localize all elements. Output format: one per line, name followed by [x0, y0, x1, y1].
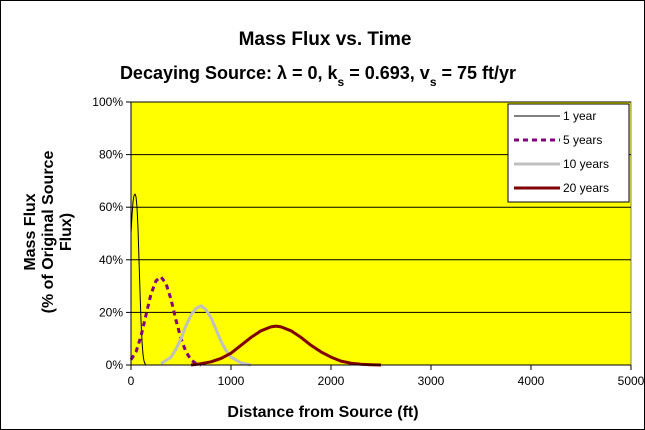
y-tick-label: 60% — [99, 200, 123, 214]
x-tick-label: 4000 — [518, 374, 545, 388]
legend-box — [507, 103, 630, 203]
y-axis-label: Mass Flux (% of Original Source Flux) — [22, 151, 75, 314]
x-tick-label: 5000 — [618, 374, 645, 388]
subtitle-ks-val: = 0.693, v — [344, 63, 430, 83]
legend: 1 year 5 years 10 years 20 years — [507, 103, 630, 203]
chart-subtitle: Decaying Source: λ = 0, ks = 0.693, vs =… — [120, 63, 516, 89]
x-tick-label: 1000 — [218, 374, 245, 388]
y-tick-label: 40% — [99, 253, 123, 267]
x-tick-label: 0 — [128, 374, 135, 388]
legend-label: 20 years — [563, 181, 609, 195]
y-axis-label-line1: Mass Flux — [22, 193, 39, 270]
y-axis-label-line3: Flux) — [58, 213, 75, 251]
subtitle-main: Decaying Source: λ = 0, k — [120, 63, 339, 83]
series-line-1-year — [130, 193, 147, 366]
series-line-5-years — [129, 275, 202, 367]
subtitle-vs-val: = 75 ft/yr — [437, 63, 517, 83]
axis-ticks: 0% 20% 40% 60% 80% 100% 0 1000 2000 3000 4000 5000 — [92, 95, 644, 388]
x-tick-label: 3000 — [418, 374, 445, 388]
legend-label: 10 years — [563, 157, 609, 171]
chart-title: Mass Flux vs. Time — [239, 29, 412, 50]
y-tick-label: 100% — [92, 95, 123, 109]
y-tick-label: 0% — [106, 358, 124, 372]
y-tick-label: 20% — [99, 305, 123, 319]
legend-label: 1 year — [563, 109, 596, 123]
subtitle-vs-sub: s — [430, 75, 437, 89]
x-axis-label: Distance from Source (ft) — [227, 404, 418, 421]
y-tick-label: 80% — [99, 148, 123, 162]
series-line-20-years — [190, 324, 382, 367]
x-tick-label: 2000 — [318, 374, 345, 388]
series-layer — [129, 193, 382, 367]
legend-label: 5 years — [563, 133, 602, 147]
y-axis-label-line2: (% of Original Source — [40, 151, 57, 314]
subtitle-ks-sub: s — [338, 75, 345, 89]
